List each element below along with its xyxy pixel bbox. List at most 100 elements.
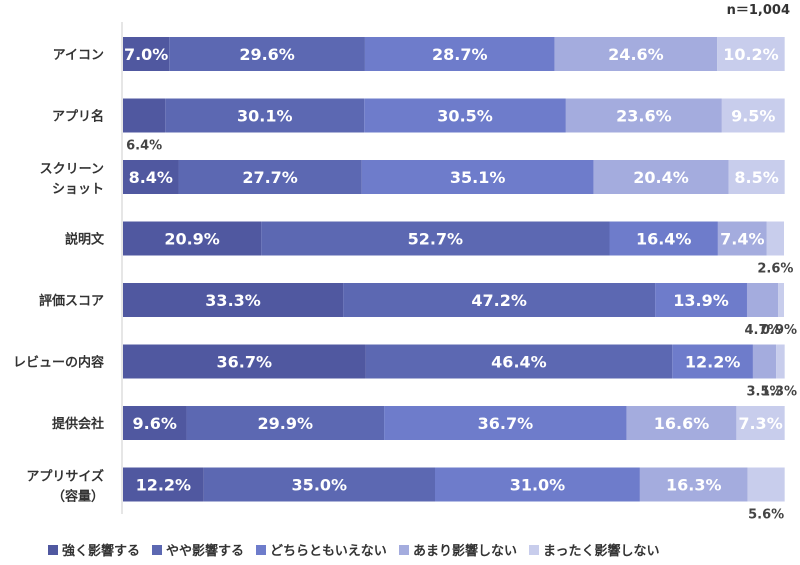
category-label: 説明文 [65,232,105,248]
data-label: 6.4% [126,139,162,154]
data-label: 12.2% [136,476,192,495]
legend-label: 強く影響する [62,543,140,559]
data-label: 8.4% [129,168,173,187]
data-label: 10.2% [723,45,779,64]
data-label: 9.5% [731,107,775,126]
bar-segment [169,37,365,71]
bar-segment [565,98,722,133]
category-label: アプリ名 [52,109,104,125]
legend-swatch [152,545,162,555]
data-label: 24.6% [608,45,664,64]
bar-segment [776,344,785,379]
data-label: 1.3% [761,385,797,400]
bar-segment [361,160,594,194]
data-label: 29.9% [258,414,314,433]
bar-segment [364,37,555,71]
data-label: 23.6% [616,107,672,126]
data-label: 7.3% [738,414,782,433]
data-label: 35.1% [450,168,506,187]
data-label: 52.7% [408,230,464,249]
data-label: 13.9% [673,291,729,310]
bar-segment [728,160,785,194]
bar-segment [384,406,627,440]
bar-segment [365,344,673,379]
legend-label: やや影響する [166,543,244,559]
category-label-line: アプリサイズ [26,469,104,485]
legend: 強く影響する やや影響する どちらともいえない あまり影響しない まったく影響しない [48,543,659,559]
data-label: 28.7% [432,45,488,64]
legend-label: どちらともいえない [270,544,387,559]
bar-segment [766,221,784,256]
bar-segment [554,37,718,71]
bar-segment [364,98,566,133]
category-label: 評価スコア [39,293,104,309]
bar-segment [717,221,767,256]
bar-segment [186,406,385,440]
data-label: 12.2% [685,353,741,372]
data-label: 36.7% [478,414,534,433]
bar-segment [717,37,785,71]
bar-segment [165,98,365,133]
bar-segment [123,160,179,194]
category-label-line: ショット [52,182,104,197]
legend-label: まったく影響しない [543,543,659,559]
category-label: スクリーンショット [40,162,104,197]
sample-size-note: n＝1,004 [727,3,790,18]
legend-swatch [529,545,539,555]
data-label: 16.4% [636,230,692,249]
bar-segment [778,283,784,317]
bar-segment [123,98,166,133]
category-labels: アイコンアプリ名スクリーンショット説明文評価スコアレビューの内容提供会社アプリサ… [13,48,105,505]
bar-segment [746,283,779,317]
bar-segment [123,37,170,71]
data-label: 35.0% [292,476,348,495]
category-label-line: スクリーン [40,162,104,177]
data-label: 36.7% [217,353,273,372]
data-label: 5.6% [748,508,784,523]
data-label: 16.6% [654,414,710,433]
data-label: 30.5% [437,107,493,126]
legend-swatch [256,545,266,555]
bar-segment [343,283,656,317]
data-label: 31.0% [510,476,566,495]
data-label: 8.5% [734,168,778,187]
data-label: 9.6% [133,414,177,433]
data-label: 4.7% [744,323,780,338]
legend-swatch [48,545,58,555]
bars: 7.0% 29.6% 28.7% 24.6% 10.2% 30.1% 30.5% 23.6% 9… [123,37,797,523]
legend-swatch [399,545,409,555]
bar-segment [655,283,747,317]
bar-segment [736,406,785,440]
bar-segment [178,160,362,194]
data-label: 30.1% [237,107,293,126]
data-label: 47.2% [471,291,527,310]
bar-segment [609,221,718,256]
bar-segment [123,344,366,379]
bar-segment [261,221,610,256]
data-label: 0.9% [761,323,797,338]
bar-segment [672,344,753,379]
bar-segment [203,467,435,502]
data-label: 2.6% [757,262,793,277]
bar-segment [123,406,187,440]
bar-segment [593,160,729,194]
data-label: 20.9% [164,230,220,249]
bar-segment [639,467,748,502]
category-label: アプリサイズ （容量） [26,469,104,505]
data-label: 27.7% [242,168,298,187]
bar-segment [123,467,204,502]
category-label: アイコン [53,48,104,63]
legend-label: あまり影響しない [413,543,517,559]
data-label: 46.4% [491,353,547,372]
data-label: 7.0% [124,45,168,64]
bar-segment [747,467,785,502]
bar-segment [123,283,344,317]
bar-segment [434,467,640,502]
data-label: 3.5% [746,385,782,400]
bar-segment [626,406,737,440]
data-label: 20.4% [633,168,689,187]
bar-segment [721,98,785,133]
data-label: 29.6% [239,45,295,64]
bar-segment [752,344,777,379]
